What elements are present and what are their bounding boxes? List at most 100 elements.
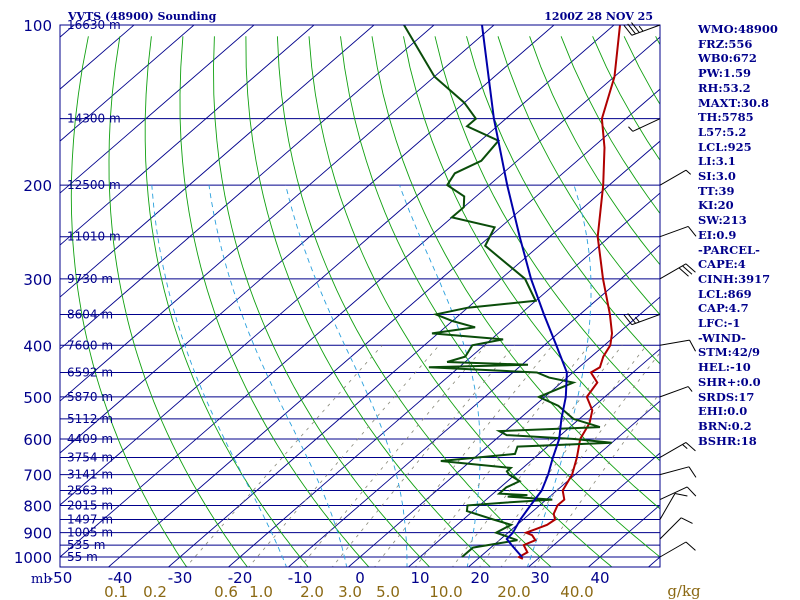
- wind-barb-staff: [659, 386, 689, 398]
- mixing-ratio-tick-label: 0.6: [214, 583, 238, 600]
- isotherm-line: [287, 244, 660, 567]
- plot-frame: [59, 24, 661, 568]
- isotherm-line: [107, 88, 660, 567]
- mixing-ratio-tick-label: 40.0: [560, 583, 593, 600]
- wind-barb-flag: [623, 25, 633, 36]
- mixing-ratio-line: [500, 352, 660, 567]
- sounding-indices-panel: WMO:48900 FRZ:556 WB0:672 PW:1.59 RH:53.2 MAX…: [698, 22, 798, 448]
- isotherm-line: [347, 296, 660, 567]
- height-label: 535 m: [67, 538, 105, 552]
- index-line: KI:20: [698, 198, 734, 213]
- dry-adiabat: [371, 36, 660, 510]
- wind-barb-staff: [659, 493, 676, 520]
- dry-adiabat: [70, 36, 188, 567]
- temperature-tick-label: 10: [410, 569, 429, 587]
- temperature-tick-label: -50: [48, 569, 73, 587]
- mixing-ratio-line: [479, 345, 647, 567]
- wind-barb-flag: [674, 492, 688, 497]
- mixing-ratio-line: [331, 345, 515, 567]
- isotherm-line: [60, 25, 615, 506]
- height-label: 1005 m: [67, 526, 113, 540]
- index-line: CINH:3917: [698, 271, 771, 286]
- isotherm-line: [60, 25, 375, 298]
- index-line: PW:1.59: [698, 66, 752, 81]
- index-line: -WIND-: [698, 330, 746, 345]
- isotherm-line: [527, 452, 660, 567]
- wind-barb-half-flag: [635, 316, 640, 323]
- index-line: CAPE:4: [698, 257, 746, 272]
- wind-barb-staff: [631, 24, 661, 36]
- wind-barb-flag: [627, 23, 636, 35]
- height-label: 5112 m: [67, 412, 113, 426]
- wind-barb-flag: [685, 541, 696, 551]
- isotherm-line: [60, 36, 660, 558]
- index-line: FRZ:556: [698, 36, 753, 51]
- wind-barb-staff: [659, 486, 688, 501]
- wind-barb: [628, 118, 661, 132]
- wind-barb-staff: [659, 169, 687, 186]
- height-label: 7600 m: [67, 338, 113, 352]
- index-line: TH:5785: [698, 110, 754, 125]
- height-label: 5870 m: [67, 390, 113, 404]
- isotherm-line: [60, 25, 555, 454]
- wind-barb: [659, 466, 697, 478]
- dry-adiabat: [497, 36, 660, 316]
- mixing-ratio-tick-label: 10.0: [429, 583, 462, 600]
- index-line: SHR+:0.0: [698, 374, 761, 389]
- temperature-tick-label: -20: [228, 569, 253, 587]
- height-label: 1497 m: [67, 512, 113, 526]
- mixing-ratio-tick-label: 3.0: [338, 583, 362, 600]
- pressure-tick-label: 400: [23, 337, 52, 355]
- height-label: 11010 m: [67, 230, 121, 244]
- height-label: 2563 m: [67, 484, 113, 498]
- wind-barb-flag: [623, 314, 633, 326]
- wind-barb: [659, 339, 697, 352]
- moist-adiabat: [208, 185, 348, 567]
- wind-barb: [659, 541, 696, 558]
- wind-barb-staff: [659, 225, 689, 238]
- chart-title: VVTS (48900) Sounding: [67, 10, 217, 23]
- wind-barb: [659, 386, 693, 398]
- wind-barb: [659, 169, 692, 186]
- mixing-ratio-tick-label: 5.0: [376, 583, 400, 600]
- height-label: 16630 m: [67, 18, 121, 32]
- pressure-tick-label: 700: [23, 467, 52, 485]
- moist-adiabat: [526, 184, 592, 567]
- temperature-tick-label: -30: [168, 569, 193, 587]
- pressure-tick-label: 900: [23, 525, 52, 543]
- dry-adiabat: [245, 36, 492, 567]
- index-line: RH:53.2: [698, 80, 751, 95]
- height-label: 9730 m: [67, 272, 113, 286]
- wind-barb-half-flag: [682, 444, 688, 450]
- height-label: 4409 m: [67, 432, 113, 446]
- moist-adiabat: [285, 184, 408, 567]
- mixing-ratio-line: [248, 345, 440, 567]
- wind-barb-staff: [659, 541, 687, 558]
- temperature-tick-label: 0: [355, 569, 365, 587]
- index-line: HEL:-10: [698, 360, 751, 375]
- index-line: -PARCEL-: [698, 242, 760, 257]
- moist-adiabat: [151, 185, 288, 567]
- wind-barb-flag: [687, 226, 697, 237]
- parcel-trace: [481, 25, 568, 558]
- index-line: SI:3.0: [698, 169, 736, 184]
- height-label: 55 m: [67, 550, 98, 564]
- pressure-tick-label: 300: [23, 271, 52, 289]
- dry-adiabat: [466, 36, 660, 365]
- wind-barb-staff: [659, 263, 687, 280]
- height-label: 12500 m: [67, 178, 121, 192]
- temperature-tick-label: -40: [108, 569, 133, 587]
- height-label: 8604 m: [67, 307, 113, 321]
- index-line: LFC:-1: [698, 316, 741, 331]
- isotherm-line: [60, 25, 255, 194]
- mixing-ratio-tick-label: 2.0: [300, 583, 324, 600]
- index-line: TT:39: [698, 183, 735, 198]
- index-line: WMO:48900: [698, 22, 778, 36]
- temperature-trace: [516, 25, 621, 560]
- wind-barb-flag: [688, 466, 697, 478]
- mixing-ratio-tick-label: 0.1: [104, 583, 128, 600]
- pressure-tick-label: 1000: [14, 549, 52, 567]
- pressure-unit-label: mb: [31, 572, 52, 587]
- mixing-ratio-tick-label: 20.0: [497, 583, 530, 600]
- index-line: SRDS:17: [698, 389, 755, 404]
